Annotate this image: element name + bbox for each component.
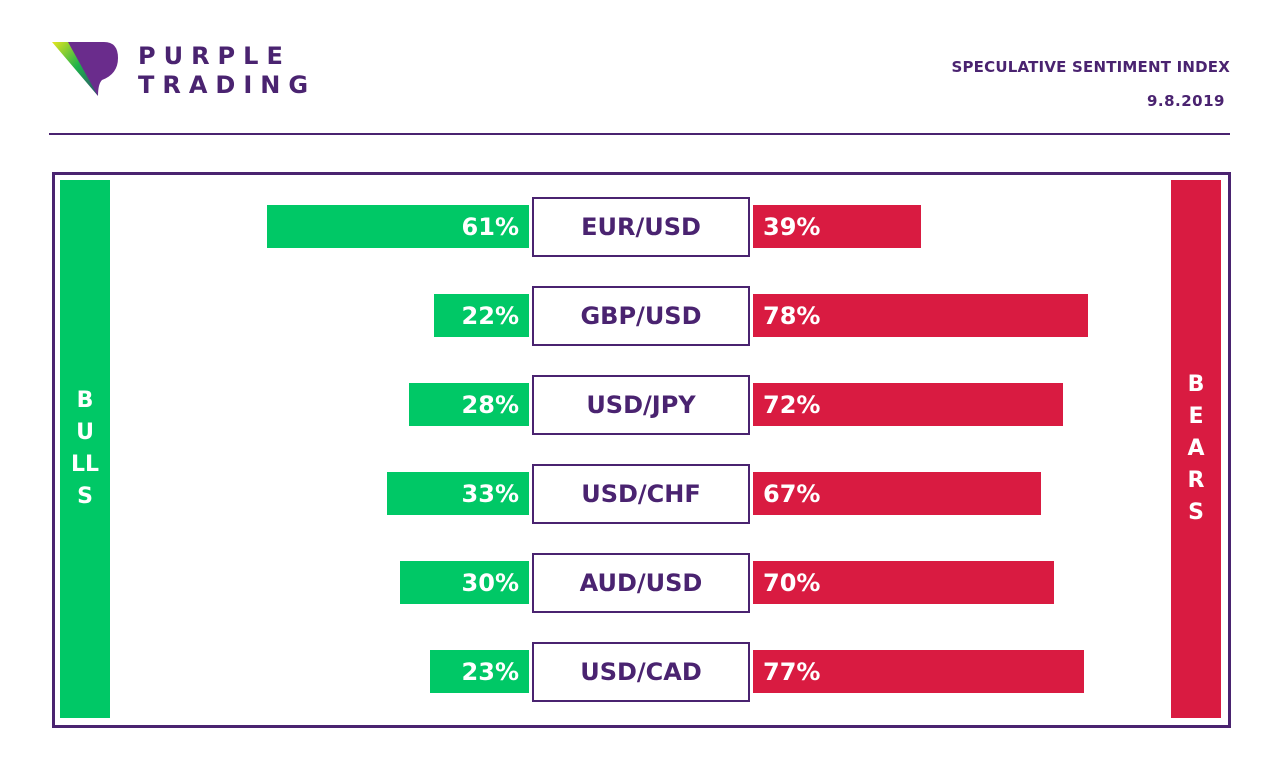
bear-value-label: 67% bbox=[763, 480, 820, 508]
bull-bar: 61% bbox=[267, 205, 529, 248]
brand-name: PURPLE TRADING bbox=[138, 42, 316, 100]
bear-bar: 70% bbox=[753, 561, 1054, 604]
bull-value-label: 30% bbox=[462, 569, 519, 597]
currency-pair-label: AUD/USD bbox=[532, 553, 750, 613]
bull-bar: 33% bbox=[387, 472, 529, 515]
bull-value-label: 33% bbox=[462, 480, 519, 508]
bears-side-label: BEARS bbox=[1171, 180, 1221, 718]
bear-bar: 77% bbox=[753, 650, 1084, 693]
bear-bar: 67% bbox=[753, 472, 1041, 515]
currency-pair-label: GBP/USD bbox=[532, 286, 750, 346]
bear-value-label: 39% bbox=[763, 213, 820, 241]
bear-value-label: 78% bbox=[763, 302, 820, 330]
bull-bar: 28% bbox=[409, 383, 529, 426]
bull-bar: 23% bbox=[430, 650, 529, 693]
bear-value-label: 70% bbox=[763, 569, 820, 597]
bull-value-label: 28% bbox=[462, 391, 519, 419]
bulls-side-label: BULLS bbox=[60, 180, 110, 718]
purple-trading-logo: PURPLE TRADING bbox=[52, 40, 312, 100]
bull-bar: 22% bbox=[434, 294, 529, 337]
bears-label-text: BEARS bbox=[1181, 369, 1211, 529]
bear-bar: 78% bbox=[753, 294, 1088, 337]
bear-bar: 39% bbox=[753, 205, 921, 248]
bear-value-label: 77% bbox=[763, 658, 820, 686]
bear-value-label: 72% bbox=[763, 391, 820, 419]
logo-mark-icon bbox=[52, 40, 122, 100]
currency-pair-label: EUR/USD bbox=[532, 197, 750, 257]
header-divider bbox=[49, 133, 1230, 135]
bull-bar: 30% bbox=[400, 561, 529, 604]
bull-value-label: 61% bbox=[462, 213, 519, 241]
bear-bar: 72% bbox=[753, 383, 1063, 426]
currency-pair-label: USD/CAD bbox=[532, 642, 750, 702]
bulls-label-text: BULLS bbox=[70, 385, 100, 513]
currency-pair-label: USD/CHF bbox=[532, 464, 750, 524]
bull-value-label: 23% bbox=[462, 658, 519, 686]
bull-value-label: 22% bbox=[462, 302, 519, 330]
report-title: SPECULATIVE SENTIMENT INDEX bbox=[951, 58, 1230, 76]
report-date: 9.8.2019 bbox=[1147, 92, 1225, 110]
brand-name-line1: PURPLE bbox=[138, 42, 316, 71]
currency-pair-label: USD/JPY bbox=[532, 375, 750, 435]
brand-name-line2: TRADING bbox=[138, 71, 316, 100]
